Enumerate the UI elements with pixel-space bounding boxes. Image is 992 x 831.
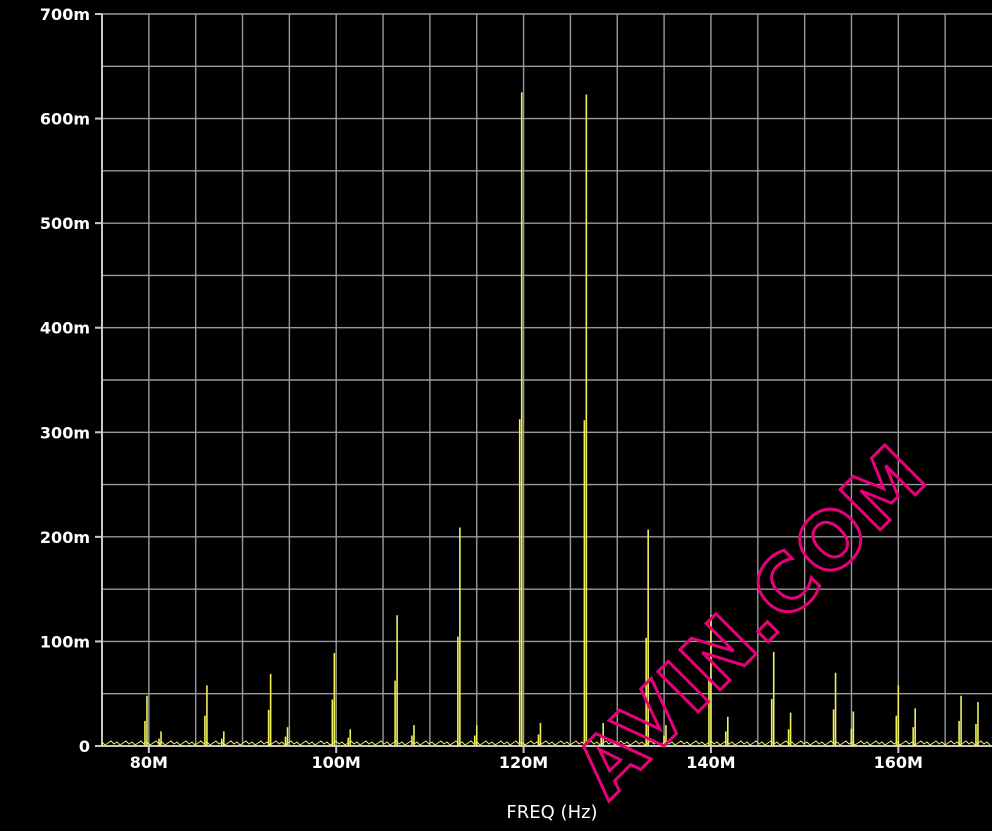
trace (101, 92, 991, 746)
x-tick-label: 100M (312, 753, 361, 772)
grid (102, 13, 992, 746)
y-tick-label: 200m (40, 528, 90, 547)
x-tick-label: 80M (130, 753, 168, 772)
y-tick-label: 100m (40, 632, 90, 651)
y-tick-label: 700m (40, 5, 90, 24)
y-tick-label: 300m (40, 423, 90, 442)
x-axis-label: FREQ (Hz) (506, 802, 597, 823)
x-tick-label: 140M (686, 753, 735, 772)
x-tick-label: 160M (874, 753, 923, 772)
x-tick-label: 120M (499, 753, 548, 772)
tick-labels: 0 100m 200m 300m 400m 500m 600m 700m 80M 100M 120M… (40, 5, 923, 772)
axes (95, 13, 992, 753)
y-tick-label: 400m (40, 319, 90, 338)
noise-floor (101, 740, 991, 746)
y-tick-label: 0 (79, 737, 90, 756)
y-tick-label: 600m (40, 110, 90, 129)
y-tick-label: 500m (40, 214, 90, 233)
